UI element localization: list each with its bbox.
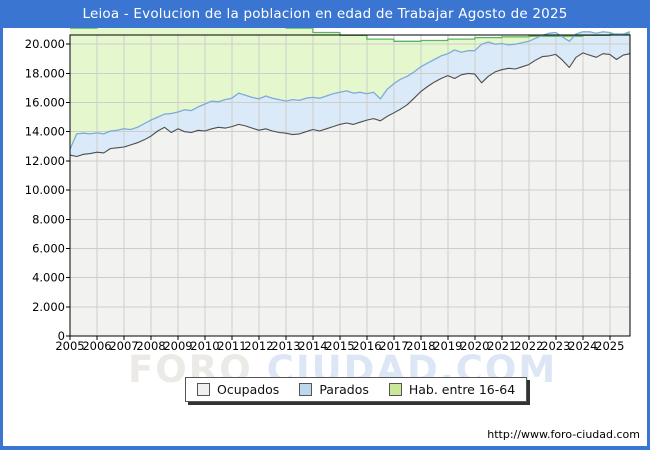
legend-swatch-parados: [299, 383, 313, 396]
svg-text:2025: 2025: [595, 339, 624, 353]
svg-text:2015: 2015: [325, 339, 354, 353]
chart-frame: [66, 14, 631, 340]
svg-text:14.000: 14.000: [25, 125, 65, 139]
svg-text:2014: 2014: [298, 339, 327, 353]
legend-label-hab-16-64: Hab. entre 16-64: [408, 382, 516, 397]
svg-text:6.000: 6.000: [32, 242, 65, 256]
svg-text:2011: 2011: [217, 339, 246, 353]
svg-text:2019: 2019: [433, 339, 462, 353]
legend-label-parados: Parados: [319, 382, 369, 397]
legend: Ocupados Parados Hab. entre 16-64: [185, 377, 528, 402]
legend-item-hab-16-64: Hab. entre 16-64: [388, 382, 516, 397]
svg-text:10.000: 10.000: [25, 183, 65, 197]
chart-fills: [70, 21, 630, 337]
legend-swatch-ocupados: [197, 383, 210, 396]
svg-text:2022: 2022: [514, 339, 543, 353]
svg-text:2021: 2021: [487, 339, 516, 353]
svg-text:16.000: 16.000: [25, 96, 65, 110]
legend-label-ocupados: Ocupados: [217, 382, 280, 397]
svg-text:2.000: 2.000: [32, 300, 65, 314]
y-axis-labels: 0 2.000 4.000 6.000 8.000 10.000 12.000 14.000 1…: [25, 8, 65, 343]
svg-text:2007: 2007: [109, 339, 138, 353]
svg-text:2010: 2010: [190, 339, 219, 353]
legend-swatch-hab-16-64: [388, 383, 402, 396]
chart-gridlines: [70, 14, 630, 336]
svg-text:2006: 2006: [82, 339, 111, 353]
x-axis-labels: 2005200620072008200920102011201220132014…: [55, 339, 624, 353]
svg-text:8.000: 8.000: [32, 212, 65, 226]
legend-item-ocupados: Ocupados: [197, 382, 279, 397]
svg-text:4.000: 4.000: [32, 271, 65, 285]
svg-text:2005: 2005: [55, 339, 84, 353]
svg-text:2023: 2023: [541, 339, 570, 353]
svg-text:2008: 2008: [136, 339, 165, 353]
svg-text:2016: 2016: [352, 339, 381, 353]
svg-text:20.000: 20.000: [25, 37, 65, 51]
svg-text:2024: 2024: [568, 339, 597, 353]
svg-text:2009: 2009: [163, 339, 192, 353]
svg-text:2020: 2020: [460, 339, 489, 353]
svg-text:2012: 2012: [244, 339, 273, 353]
legend-item-parados: Parados: [299, 382, 369, 397]
svg-text:2018: 2018: [406, 339, 435, 353]
svg-text:2017: 2017: [379, 339, 408, 353]
window-title: Leioa - Evolucion de la poblacion en eda…: [82, 6, 568, 22]
footer-url: http://www.foro-ciudad.com: [487, 428, 640, 441]
svg-text:12.000: 12.000: [25, 154, 65, 168]
title-bar: Leioa - Evolucion de la poblacion en eda…: [0, 0, 650, 28]
svg-text:0: 0: [58, 329, 65, 343]
svg-text:18.000: 18.000: [25, 66, 65, 80]
svg-text:2013: 2013: [271, 339, 300, 353]
